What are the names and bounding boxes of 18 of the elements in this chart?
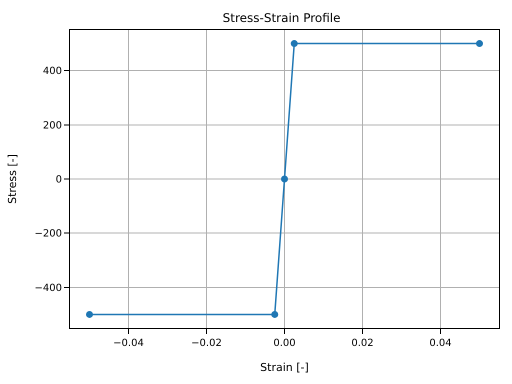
x-tick-label: 0.04 <box>429 338 452 349</box>
x-tick-label: 0.02 <box>351 338 374 349</box>
point <box>86 310 93 318</box>
point <box>290 40 298 48</box>
point <box>281 176 288 182</box>
x-tick-label: 0.00 <box>273 338 296 349</box>
y-tick-label: −400 <box>34 282 62 294</box>
x-tick-label: −0.04 <box>113 338 144 349</box>
x-axis-title: Strain [-] <box>260 361 309 374</box>
y-tick-label: 200 <box>42 120 62 132</box>
y-axis-title: Stress [-] <box>6 154 20 204</box>
y-tick-label: 400 <box>42 66 62 78</box>
chart-title: Stress-Strain Profile <box>222 10 341 25</box>
y-tick-label: 0 <box>56 174 62 186</box>
y-tick-label: −200 <box>34 228 62 240</box>
point <box>271 310 278 318</box>
point <box>476 40 483 48</box>
x-tick-label: −0.02 <box>191 338 222 349</box>
